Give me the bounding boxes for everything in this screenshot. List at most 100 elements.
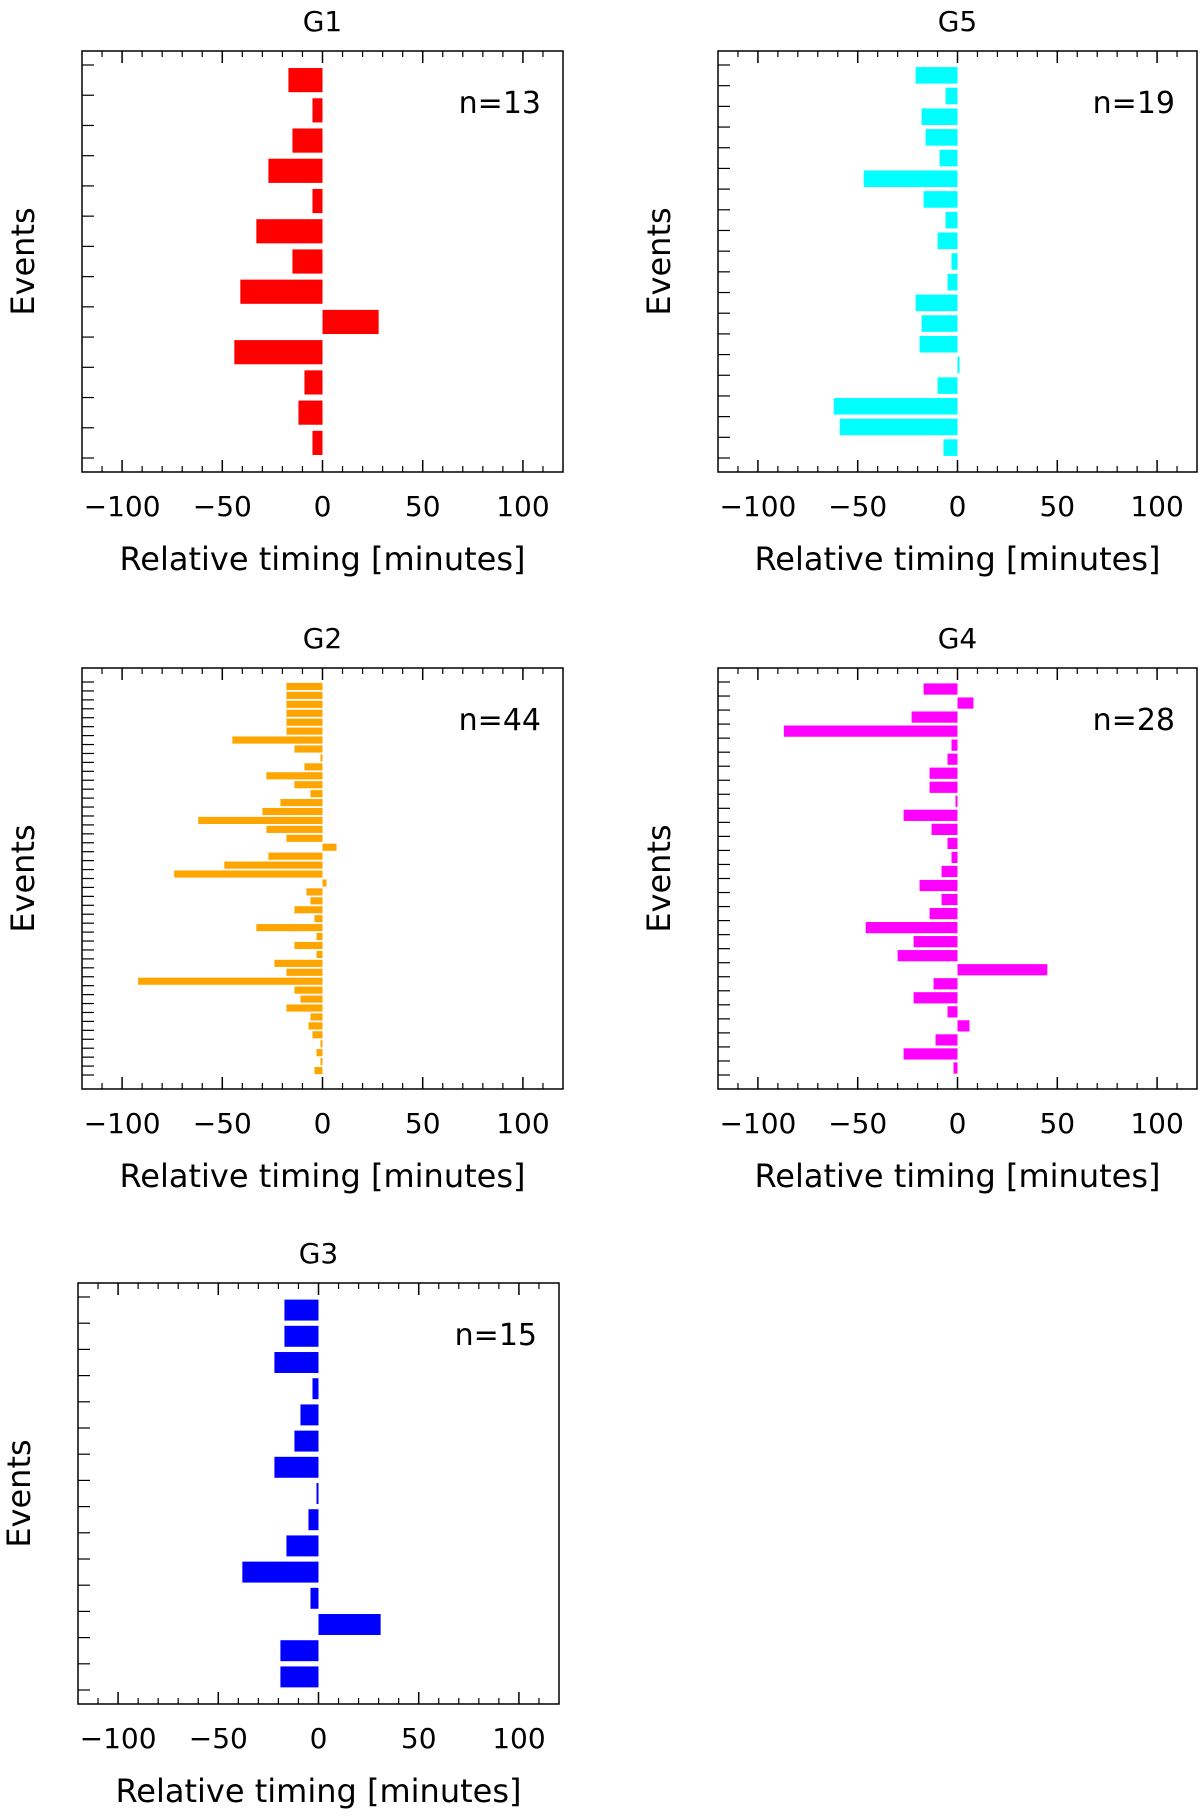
x-tick-label: 100: [1130, 1107, 1183, 1140]
chart-g2-title: G2: [303, 622, 343, 655]
bar: [242, 1561, 319, 1583]
bar: [833, 398, 958, 415]
bar: [318, 1614, 381, 1635]
bar: [863, 170, 958, 188]
x-tick-label: 0: [949, 490, 967, 523]
chart-g2-y-axis: [82, 681, 94, 1076]
bar: [298, 400, 323, 425]
chart-g3-x-label: Relative timing [minutes]: [116, 1772, 522, 1810]
x-tick-label: 50: [405, 490, 441, 523]
bar: [174, 870, 323, 878]
bar: [320, 754, 323, 762]
bar: [955, 795, 958, 807]
chart-g2: −100 −50 0 50 100 G2 n=44 Relative timing [minu…: [4, 622, 564, 1195]
bar: [322, 843, 337, 851]
bar: [312, 98, 323, 123]
bar: [957, 1020, 970, 1032]
bar: [839, 418, 958, 436]
chart-g4-y-label: Events: [640, 824, 678, 932]
chart-g3-title: G3: [299, 1237, 339, 1270]
bar: [921, 108, 958, 125]
bar: [913, 936, 958, 948]
bar: [941, 893, 958, 906]
bar: [304, 763, 323, 771]
bar: [312, 188, 323, 214]
bar: [320, 1040, 323, 1048]
bar: [312, 430, 323, 455]
bar: [933, 978, 958, 990]
bar: [234, 340, 323, 365]
x-tick-label: −50: [828, 1107, 887, 1140]
bar: [903, 809, 958, 821]
bar: [945, 211, 958, 229]
bar: [286, 834, 323, 842]
bar: [316, 1049, 323, 1057]
bar: [280, 1666, 319, 1688]
bar: [865, 922, 958, 934]
chart-g4-x-label: Relative timing [minutes]: [755, 1157, 1161, 1195]
chart-g3-y-axis: [78, 1296, 90, 1691]
x-tick-label: −100: [80, 1722, 157, 1755]
bar: [294, 1430, 319, 1452]
bar: [306, 888, 323, 896]
bar: [947, 273, 958, 291]
bar: [286, 709, 323, 717]
chart-g5: −100 −50 0 50 100 G5 n=19 Relative timing [minu…: [640, 5, 1198, 578]
bar: [300, 995, 323, 1003]
bar: [947, 753, 958, 765]
bar: [314, 1066, 323, 1075]
chart-g5-x-label: Relative timing [minutes]: [755, 540, 1161, 578]
bar: [314, 915, 323, 923]
chart-g3-bars: [242, 1299, 381, 1688]
bar: [310, 790, 323, 798]
chart-g5-title: G5: [938, 5, 978, 38]
x-tick-label: 100: [496, 490, 549, 523]
x-tick-label: 50: [1039, 1107, 1075, 1140]
bar: [232, 736, 323, 744]
chart-g5-count-label: n=19: [1093, 86, 1175, 121]
x-tick-label: −50: [189, 1722, 248, 1755]
bar: [256, 219, 323, 244]
chart-g2-bars: [138, 682, 337, 1075]
chart-g4-count-label: n=28: [1093, 703, 1175, 738]
bar: [284, 1299, 319, 1321]
bar: [322, 879, 327, 887]
bar: [286, 1535, 319, 1557]
bar: [931, 823, 958, 835]
x-tick-label: −50: [193, 1107, 252, 1140]
bar: [925, 129, 958, 146]
chart-g1-y-label: Events: [4, 207, 42, 315]
x-tick-label: 50: [1039, 490, 1075, 523]
bar: [224, 861, 323, 869]
bar: [913, 992, 958, 1004]
bar: [138, 977, 323, 985]
chart-g2-x-axis: −100 −50 0 50 100: [84, 668, 550, 1140]
bar: [919, 335, 958, 353]
bar: [280, 799, 323, 807]
bar: [266, 825, 323, 833]
bar: [308, 1022, 323, 1030]
bar: [316, 1483, 319, 1504]
chart-g4-y-axis: [718, 681, 730, 1076]
bar: [294, 906, 323, 914]
bar: [310, 1013, 323, 1021]
bar: [310, 897, 323, 905]
bar: [312, 1031, 323, 1039]
bar: [921, 315, 958, 332]
bar: [919, 879, 958, 892]
bar: [937, 377, 958, 394]
bar: [915, 67, 958, 84]
bar: [286, 727, 323, 735]
bar: [292, 128, 323, 153]
chart-g4-title: G4: [938, 622, 978, 655]
bar: [286, 718, 323, 726]
bar: [911, 711, 958, 723]
bar: [266, 772, 323, 780]
bar: [953, 1062, 958, 1074]
bar: [274, 1352, 319, 1373]
bar: [951, 851, 958, 864]
chart-g4-bars: [783, 683, 1048, 1074]
bar: [286, 1004, 323, 1012]
bar: [923, 191, 958, 208]
